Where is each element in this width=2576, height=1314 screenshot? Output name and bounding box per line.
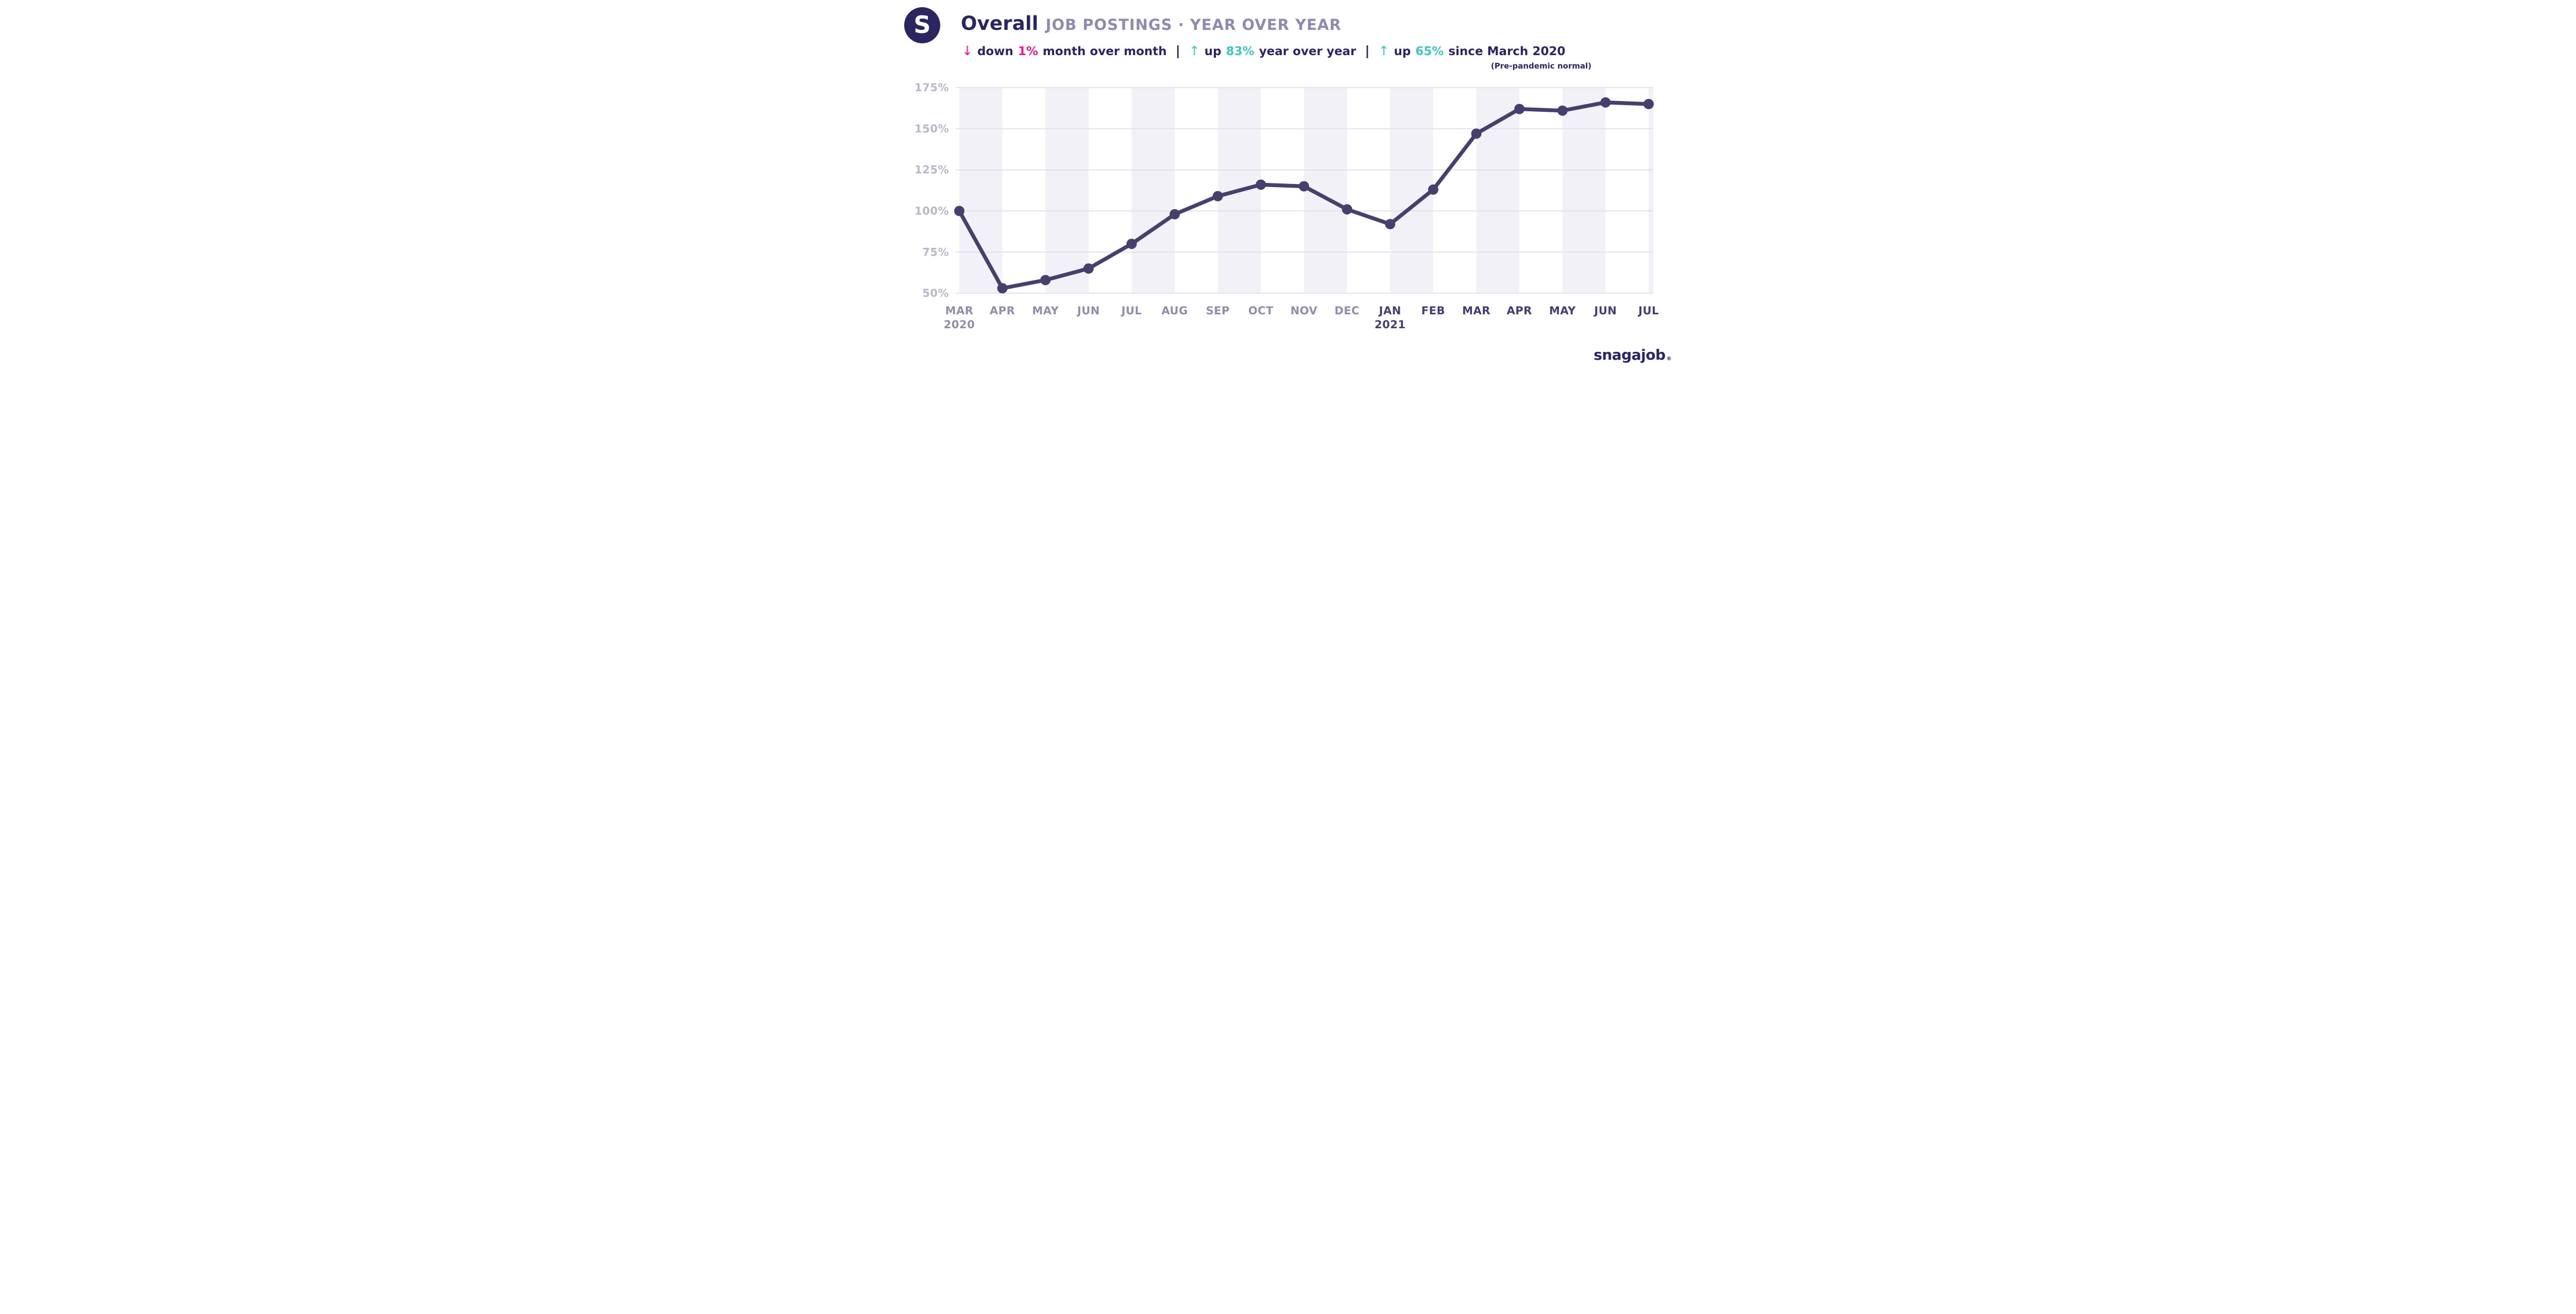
page-title: Overall [961,12,1039,35]
data-point [1471,128,1482,139]
data-point [1514,104,1525,114]
data-point [1342,204,1352,215]
x-tick-label: JUN [1593,305,1617,317]
month-stripe [1131,88,1175,293]
stat-since-march-2020: ↑ up 65% since March 2020 [1379,43,1566,58]
pre-pandemic-note: (Pre-pandemic normal) [1490,61,1591,71]
x-tick-label: JUL [1637,305,1659,317]
stats-row: ↓ down 1% month over month | ↑ up 83% ye… [962,43,1565,58]
month-stripe [1045,88,1089,293]
x-tick-label: MAR [1462,305,1490,317]
x-tick-label: AUG [1161,305,1188,317]
job-postings-line-chart: 175% 150% 125% 100% 75% 50% MAR APR MAY JUN JUL AUG… [914,81,1659,331]
data-point [1212,191,1223,201]
x-tick-label: OCT [1248,305,1274,317]
data-point [1643,98,1654,109]
y-tick-label: 75% [922,246,949,258]
stat-suffix: since March 2020 [1448,45,1566,58]
logo-s-icon: S [913,11,931,39]
stat-year-over-year: ↑ up 83% year over year [1189,43,1357,58]
data-point [1385,218,1396,229]
x-tick-label: MAY [1032,305,1059,317]
registered-mark-icon: ® [1666,356,1672,362]
x-tick-label: SEP [1206,305,1230,317]
stat-suffix: month over month [1042,45,1167,58]
data-point [1170,209,1180,220]
stat-prefix: up [1204,45,1222,58]
y-tick-label: 175% [914,81,949,94]
page-subtitle: JOB POSTINGS · YEAR OVER YEAR [1045,16,1342,33]
data-point [1299,181,1309,192]
stat-value: 65% [1415,45,1444,58]
month-stripe [959,88,1003,293]
data-point [1040,275,1051,285]
month-stripe [1390,88,1433,293]
month-stripe [1562,88,1606,293]
data-point [954,206,964,216]
stat-value: 1% [1018,45,1038,58]
x-year-label: 2021 [1375,318,1405,331]
data-point [1126,239,1137,249]
stat-month-over-month: ↓ down 1% month over month [962,43,1167,58]
x-year-label: 2020 [944,318,975,331]
y-tick-label: 125% [914,164,949,176]
stat-separator: | [1175,43,1180,58]
data-point [1600,97,1611,108]
stat-prefix: up [1394,45,1411,58]
stat-separator: | [1365,43,1370,58]
x-tick-label: JUN [1076,305,1100,317]
wordmark-text: snagajob [1594,346,1666,363]
x-tick-label: APR [1506,305,1532,317]
x-tick-label: JAN [1378,305,1401,317]
infographic-canvas: S Overall JOB POSTINGS · YEAR OVER YEAR … [885,0,1691,376]
y-tick-label: 150% [914,123,949,135]
title-row: Overall JOB POSTINGS · YEAR OVER YEAR [961,12,1342,35]
x-tick-label: APR [990,305,1015,317]
snagajob-wordmark: snagajob ® [1594,346,1672,363]
data-point [1256,179,1266,190]
data-point [997,283,1008,294]
x-tick-label: NOV [1291,305,1318,317]
x-tick-label: DEC [1334,305,1360,317]
data-point [1083,263,1094,274]
data-point [1428,184,1438,195]
month-stripe [1476,88,1520,293]
x-tick-label: JUL [1121,305,1142,317]
x-tick-label: FEB [1421,305,1445,317]
x-tick-label: MAY [1549,305,1576,317]
month-stripe [1649,88,1653,293]
stat-suffix: year over year [1259,45,1357,58]
up-arrow-icon: ↑ [1378,43,1389,58]
snagajob-logo: S [904,7,940,43]
stat-prefix: down [977,45,1013,58]
y-tick-label: 100% [914,205,949,217]
y-tick-label: 50% [922,287,949,299]
data-point [1557,105,1568,116]
x-tick-label: MAR [945,305,974,317]
stat-value: 83% [1226,45,1255,58]
up-arrow-icon: ↑ [1189,43,1200,58]
down-arrow-icon: ↓ [962,43,973,58]
